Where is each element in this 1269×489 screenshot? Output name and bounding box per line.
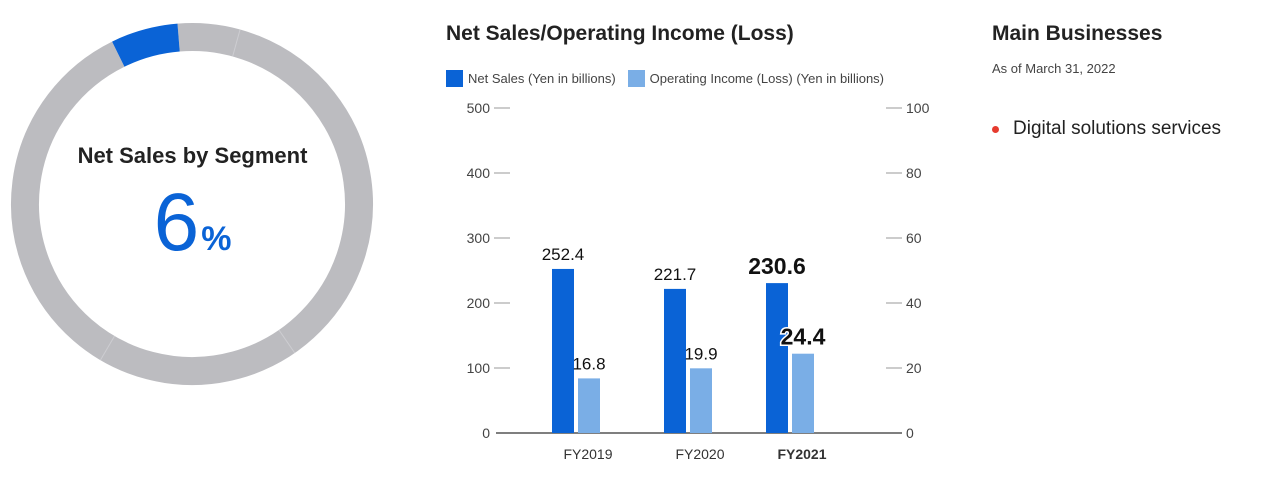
y-left-tick-label: 0 bbox=[482, 425, 490, 441]
donut-title: Net Sales by Segment bbox=[77, 143, 308, 168]
legend-label-operating-income: Operating Income (Loss) (Yen in billions… bbox=[649, 70, 885, 86]
data-label-operating-income: 24.4 bbox=[781, 324, 826, 350]
legend-swatch-operating-income bbox=[627, 69, 645, 87]
data-label-operating-income: 16.8 bbox=[572, 354, 605, 373]
y-left-tick-label: 500 bbox=[467, 100, 491, 116]
legend-swatch-net-sales bbox=[446, 69, 463, 87]
businesses-date: As of March 31, 2022 bbox=[992, 61, 1116, 76]
y-right-tick-label: 40 bbox=[906, 295, 922, 311]
business-item-label: Digital solutions services bbox=[1013, 118, 1222, 139]
y-left-tick-label: 100 bbox=[467, 360, 491, 376]
bar-net-sales bbox=[664, 288, 686, 433]
data-label-net-sales: 230.6 bbox=[748, 253, 806, 279]
chart-legend: Net Sales (Yen in billions) Operating In… bbox=[446, 68, 884, 88]
data-label-net-sales: 221.7 bbox=[654, 265, 697, 284]
x-tick-label: FY2021 bbox=[777, 446, 826, 462]
bullet-icon bbox=[992, 125, 999, 133]
donut-value: 6 bbox=[153, 177, 200, 268]
bar-operating-income bbox=[578, 378, 600, 433]
donut-separator bbox=[278, 329, 296, 354]
bar-net-sales bbox=[552, 268, 574, 433]
donut-percentage: 6% bbox=[50, 178, 335, 268]
bar-operating-income bbox=[690, 368, 712, 433]
y-left-tick-label: 200 bbox=[467, 295, 491, 311]
segment-donut: Net Sales by Segment 6% bbox=[0, 0, 400, 489]
x-tick-label: FY2019 bbox=[563, 446, 612, 462]
donut-highlight-segment bbox=[112, 23, 181, 67]
legend-item-net-sales: Net Sales (Yen in billions) bbox=[446, 69, 616, 87]
x-tick-label: FY2020 bbox=[675, 446, 724, 462]
donut-separator bbox=[232, 29, 241, 57]
bar-chart: 0 100 200 300 400 500 0 20 40 60 80 100 FY2019 252.4 1… bbox=[467, 100, 930, 462]
list-item: Digital solutions services bbox=[992, 118, 1221, 140]
y-left-tick-label: 300 bbox=[467, 230, 491, 246]
donut-unit: % bbox=[201, 220, 232, 258]
y-right-tick-label: 100 bbox=[906, 100, 930, 116]
y-left-tick-label: 400 bbox=[467, 165, 491, 181]
legend-item-operating-income: Operating Income (Loss) (Yen in billions… bbox=[627, 69, 885, 87]
legend-label-net-sales: Net Sales (Yen in billions) bbox=[468, 70, 616, 86]
businesses-title: Main Businesses bbox=[992, 22, 1163, 45]
bar-net-sales bbox=[766, 283, 788, 433]
data-label-net-sales: 252.4 bbox=[542, 245, 585, 264]
y-right-tick-label: 80 bbox=[906, 165, 922, 181]
chart-title: Net Sales/Operating Income (Loss) bbox=[446, 22, 794, 45]
donut-rest-segment bbox=[11, 23, 373, 385]
donut-separator bbox=[99, 335, 116, 361]
donut-graphic bbox=[11, 23, 373, 385]
y-right-tick-label: 60 bbox=[906, 230, 922, 246]
businesses-list: Digital solutions services bbox=[992, 118, 1221, 140]
y-right-tick-label: 20 bbox=[906, 360, 922, 376]
bar-operating-income bbox=[792, 353, 814, 433]
data-label-operating-income: 19.9 bbox=[684, 344, 717, 363]
y-right-tick-label: 0 bbox=[906, 425, 914, 441]
